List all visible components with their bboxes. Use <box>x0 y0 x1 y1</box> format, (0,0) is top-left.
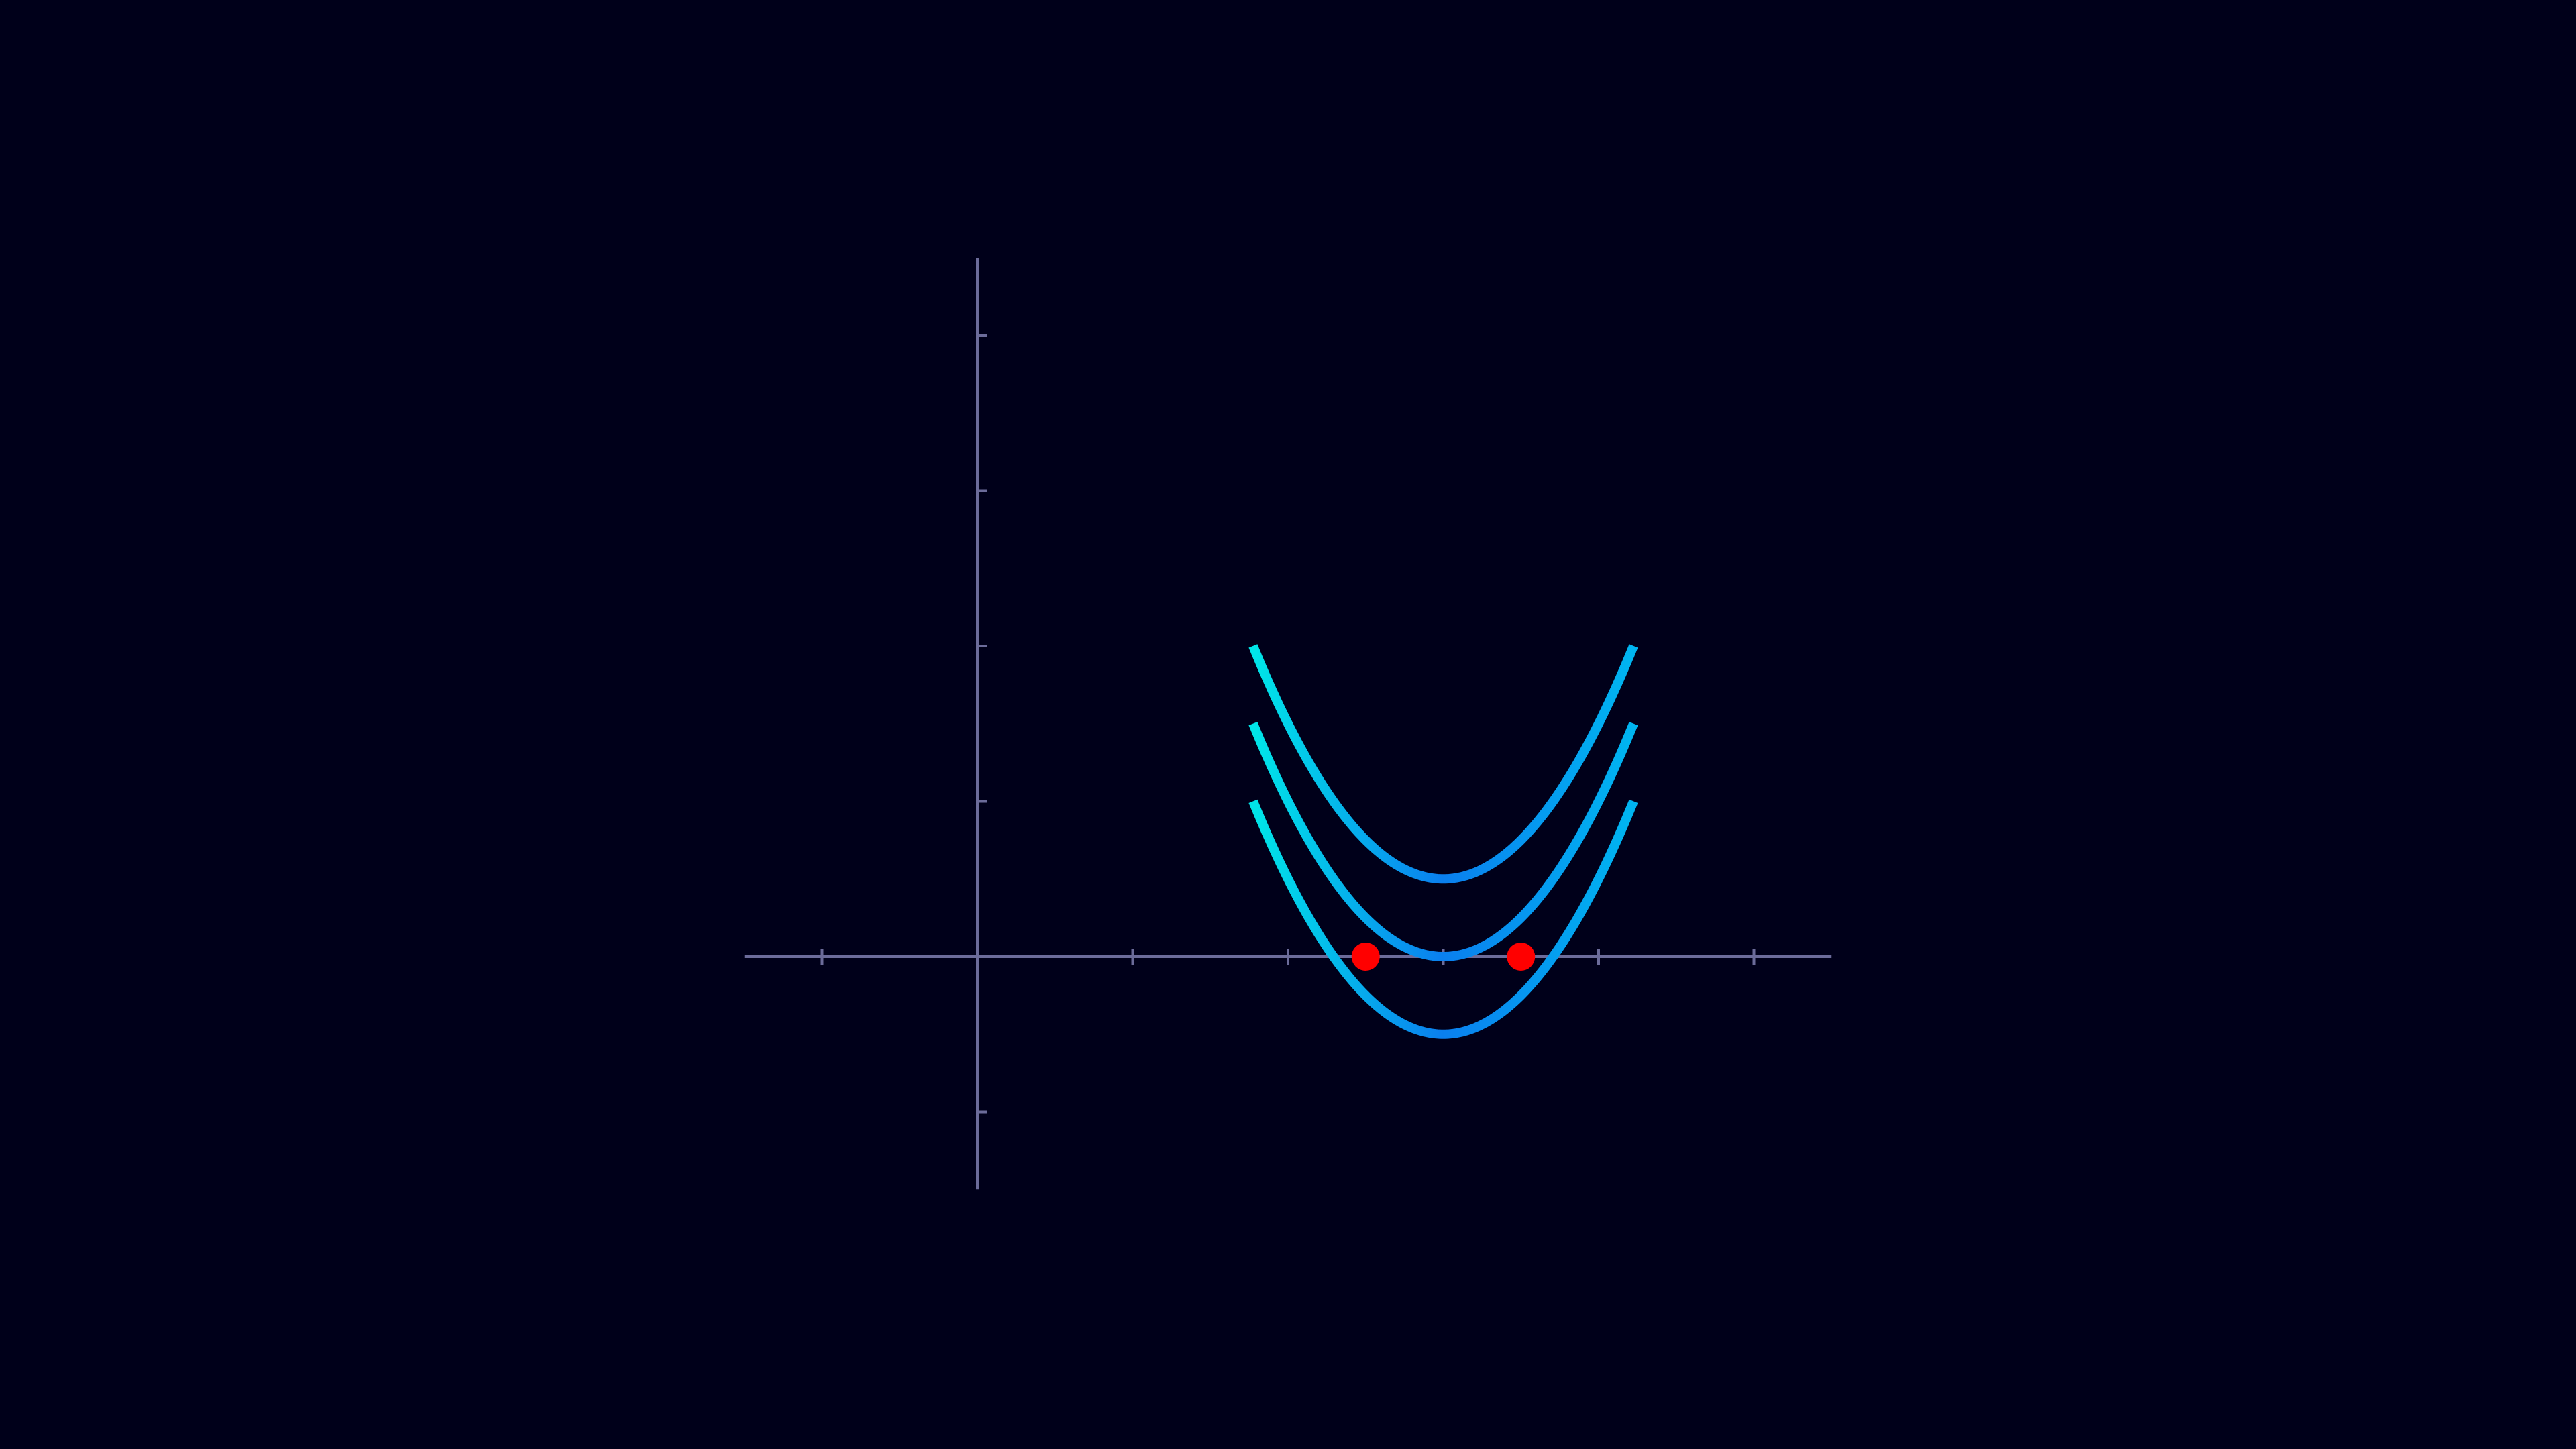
curves <box>1248 644 1638 1039</box>
parabola-1 <box>1248 644 1638 884</box>
root-right-point <box>1507 943 1536 971</box>
parabola-2 <box>1248 721 1638 962</box>
points <box>1351 943 1536 971</box>
root-left-point <box>1351 943 1380 971</box>
parabola-3 <box>1248 799 1638 1039</box>
